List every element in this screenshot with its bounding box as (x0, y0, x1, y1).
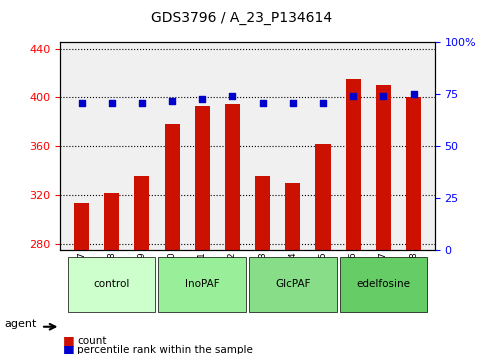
Bar (376, 85, 391, 250)
Text: GDS3796 / A_23_P134614: GDS3796 / A_23_P134614 (151, 11, 332, 25)
Bar (255, 176, 270, 250)
Point (319, 100, 327, 105)
Text: ■: ■ (63, 334, 74, 347)
Point (410, 92, 417, 97)
Point (168, 98, 176, 103)
Point (199, 96, 206, 101)
Point (228, 94, 236, 99)
Point (78, 100, 85, 105)
Text: control: control (94, 279, 130, 289)
FancyBboxPatch shape (68, 257, 156, 312)
Bar (225, 104, 240, 250)
Bar (315, 144, 330, 250)
Bar (285, 183, 300, 250)
Point (349, 94, 357, 99)
Text: percentile rank within the sample: percentile rank within the sample (77, 345, 253, 354)
Text: ■: ■ (63, 343, 74, 354)
Bar (74, 202, 89, 250)
Text: count: count (77, 336, 107, 346)
Point (289, 100, 297, 105)
Point (108, 100, 115, 105)
FancyBboxPatch shape (340, 257, 427, 312)
Bar (195, 106, 210, 250)
Point (259, 100, 267, 105)
Bar (104, 193, 119, 250)
Bar (406, 97, 421, 250)
Text: GlcPAF: GlcPAF (275, 279, 311, 289)
Bar (134, 176, 149, 250)
Bar (165, 124, 180, 250)
FancyBboxPatch shape (158, 257, 246, 312)
Text: edelfosine: edelfosine (356, 279, 411, 289)
Point (138, 100, 146, 105)
Point (380, 94, 387, 99)
FancyBboxPatch shape (249, 257, 337, 312)
Text: InoPAF: InoPAF (185, 279, 220, 289)
Text: agent: agent (5, 319, 37, 329)
Bar (346, 79, 361, 250)
